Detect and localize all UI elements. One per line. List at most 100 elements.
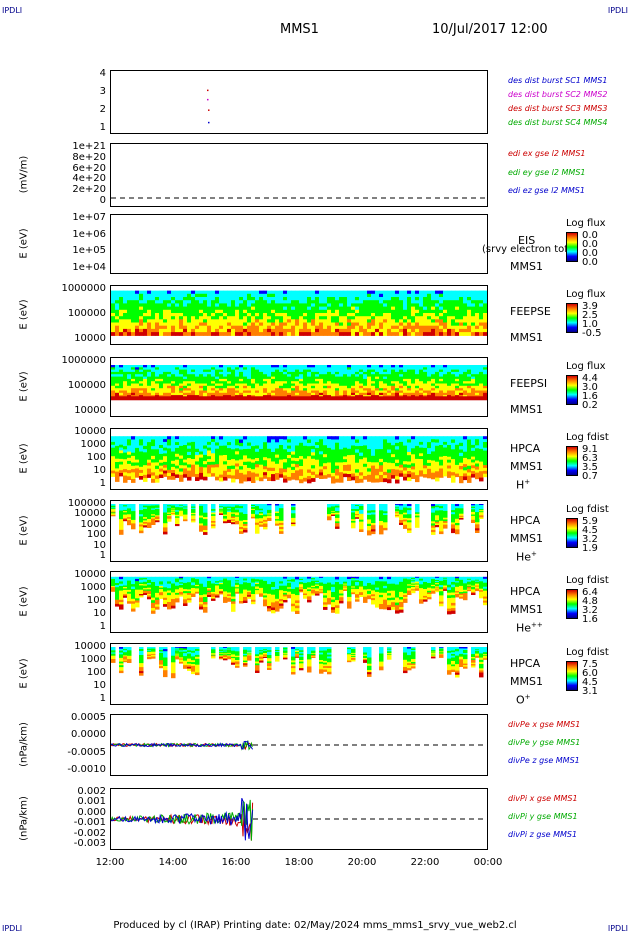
panel-p4-plot [111, 290, 487, 336]
series-label: des dist burst SC2 MMS2 [508, 90, 608, 99]
series-label: des dist burst SC3 MMS3 [508, 104, 608, 113]
xtick-label: 12:00 [95, 857, 125, 868]
colorbar-title: Log fdist [566, 647, 609, 658]
ytick-label: 100 [86, 529, 106, 541]
panel-p5 [110, 357, 488, 417]
instrument-label: HPCA [510, 514, 541, 527]
xtick-label: 22:00 [410, 857, 440, 868]
colorbar-tick: 1.6 [582, 614, 598, 625]
ytick-label: 10000 [74, 405, 106, 416]
instrument-label: HPCA [510, 657, 541, 670]
burst-dot [208, 121, 210, 124]
ytick-label: 0.0005 [71, 712, 106, 723]
colorbar-tick: 1.9 [582, 543, 598, 554]
ylabel-p10: (nPa/km) [18, 722, 30, 767]
panel-p11 [110, 788, 488, 850]
ytick-label: 10 [93, 465, 106, 476]
panel-p7 [110, 500, 488, 562]
ytick-label: 10000 [74, 333, 106, 344]
xtick-label: 16:00 [221, 857, 251, 868]
instrument-label: H+ [516, 478, 531, 492]
ytick-label: 100000 [67, 380, 106, 391]
colorbar-tick: 2.5 [582, 310, 598, 321]
footer-credit: Produced by cl (IRAP) Printing date: 02/… [113, 920, 517, 931]
ytick-label: 0 [99, 195, 106, 206]
ytick-label: 1000 [80, 439, 106, 450]
ytick-label: 1e+04 [72, 262, 106, 273]
ytick-label: 10 [93, 608, 106, 619]
ytick-label: 8e+20 [72, 151, 106, 163]
colorbar-tick: 3.1 [582, 686, 598, 697]
colorbar-tick: 5.9 [582, 516, 598, 527]
colorbar-title: Log flux [566, 218, 606, 229]
xtick-label: 14:00 [158, 857, 188, 868]
series-label: des dist burst SC1 MMS1 [508, 76, 608, 85]
series-label: divPi z gse MMS1 [508, 830, 578, 839]
ytick-label: 1e+05 [72, 245, 106, 257]
ylabel-p4: E (eV) [18, 299, 30, 330]
series-line [111, 798, 254, 841]
panel-p2 [110, 143, 488, 207]
ytick-label: 2 [99, 104, 106, 115]
xtick-label: 00:00 [473, 857, 503, 868]
colorbar-tick: 1.6 [582, 391, 598, 402]
ytick-label: 0.002 [77, 786, 106, 797]
ytick-label: 1000000 [61, 283, 106, 294]
colorbar-tick: 3.9 [582, 301, 598, 312]
ytick-label: 0.001 [77, 796, 106, 808]
colorbar-tick: 3.0 [582, 382, 598, 393]
ytick-label: -0.002 [73, 827, 106, 839]
colorbar-tick: -0.5 [582, 328, 602, 339]
colorbar-title: Log fdist [566, 575, 609, 586]
colorbar-tick: 4.8 [582, 596, 598, 607]
ytick-label: -0.0010 [67, 764, 106, 775]
panel-p10 [110, 714, 488, 776]
instrument-label: MMS1 [510, 675, 543, 688]
ytick-label: 2e+20 [72, 184, 106, 196]
ytick-label: 100000 [67, 498, 106, 509]
panel-p2-plot [111, 197, 487, 199]
instrument-label: EIS [518, 234, 536, 247]
ytick-label: 1000000 [61, 355, 106, 366]
series-label: edi ex gse l2 MMS1 [508, 149, 586, 158]
ytick-label: 0.0000 [71, 729, 106, 741]
instrument-label: MMS1 [510, 403, 543, 416]
panel-p6 [110, 428, 488, 490]
instrument-label: He++ [516, 621, 543, 635]
panel-p8-plot [111, 576, 487, 615]
colorbar [566, 232, 578, 262]
panel-p8 [110, 571, 488, 633]
colorbar-tick: 4.5 [582, 677, 598, 688]
panel-p3 [110, 214, 488, 274]
colorbar-tick: 0.7 [582, 471, 598, 482]
ylabel-p11: (nPa/km) [18, 796, 30, 841]
colorbar [566, 303, 578, 333]
ytick-label: 100 [86, 452, 106, 463]
corner-tag-bottom-right: IPDLI [607, 924, 628, 933]
colorbar [566, 375, 578, 405]
colorbar-tick: 0.2 [582, 400, 598, 411]
colorbar-tick: 6.0 [582, 668, 598, 679]
colorbar-tick: 3.2 [582, 605, 598, 616]
ytick-label: 1 [99, 621, 106, 632]
colorbar-tick: 0.0 [582, 257, 598, 268]
colorbar-tick: 9.1 [582, 444, 598, 455]
date-time: 10/Jul/2017 12:00 [432, 22, 548, 37]
ytick-label: 1 [99, 122, 106, 133]
ylabel-p9: E (eV) [18, 658, 30, 689]
colorbar-title: Log flux [566, 361, 606, 372]
ytick-label: 100 [86, 667, 106, 678]
instrument-label: MMS1 [510, 532, 543, 545]
ytick-label: 1e+07 [72, 212, 106, 223]
series-label: divPe y gse MMS1 [508, 738, 581, 747]
corner-tag-top-left: IPDLI [2, 6, 23, 15]
ylabel-p5: E (eV) [18, 371, 30, 402]
panel-p10-plot [111, 740, 487, 751]
instrument-label: O+ [516, 693, 531, 707]
instrument-label: FEEPSE [510, 305, 551, 318]
ylabel-p6: E (eV) [18, 443, 30, 474]
colorbar-tick: 7.5 [582, 659, 598, 670]
instrument-extra-label: (srvy electron tof) [482, 244, 572, 255]
colorbar [566, 446, 578, 476]
panel-p7-plot [111, 504, 484, 536]
